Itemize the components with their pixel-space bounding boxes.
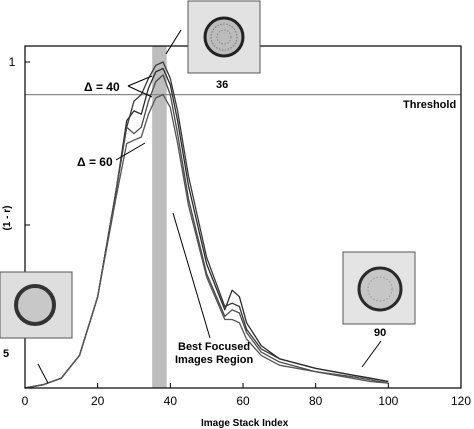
x-tick-label: 0: [22, 394, 29, 408]
diatom-cell-defocused: [357, 266, 403, 312]
x-tick-label: 20: [91, 394, 105, 408]
x-tick-label: 100: [378, 394, 398, 408]
threshold-label: Threshold: [403, 99, 456, 111]
inset-36-arrow: [165, 29, 182, 55]
best-focus-band: [152, 46, 167, 388]
inset-5-label: 5: [3, 348, 9, 360]
delta-40-arrow: [127, 75, 153, 87]
best-focus-label-1: Best Focused: [178, 341, 250, 353]
diatom-cell-blurred: [14, 284, 56, 326]
x-tick-label: 120: [451, 394, 471, 408]
y-axis-label: (1 - r): [2, 206, 13, 231]
series-line-1: [24, 61, 389, 389]
x-tick-label: 80: [309, 394, 323, 408]
inset-image-90: [342, 251, 416, 325]
x-axis-label: Image Stack Index: [201, 418, 289, 429]
delta-60-arrow: [115, 142, 146, 161]
x-tick-label: 60: [236, 394, 250, 408]
inset-90-label: 90: [374, 327, 386, 339]
delta-40-arrow: [127, 85, 153, 98]
delta-40-label: Δ = 40: [84, 80, 120, 94]
plot-frame: [24, 45, 462, 389]
inset-image-36: [187, 0, 261, 74]
series-line-4: [24, 93, 389, 389]
best-focus-arrow: [172, 212, 211, 339]
inset-5-arrow: [37, 363, 49, 384]
x-tick-label: 40: [164, 394, 178, 408]
best-focus-label-2: Images Region: [175, 354, 254, 366]
inset-image-5: [0, 271, 73, 339]
y-tick-label: 1: [9, 55, 16, 69]
inset-90-arrow: [361, 340, 382, 368]
delta-60-label: Δ = 60: [77, 155, 113, 169]
inset-36-label: 36: [216, 79, 228, 91]
